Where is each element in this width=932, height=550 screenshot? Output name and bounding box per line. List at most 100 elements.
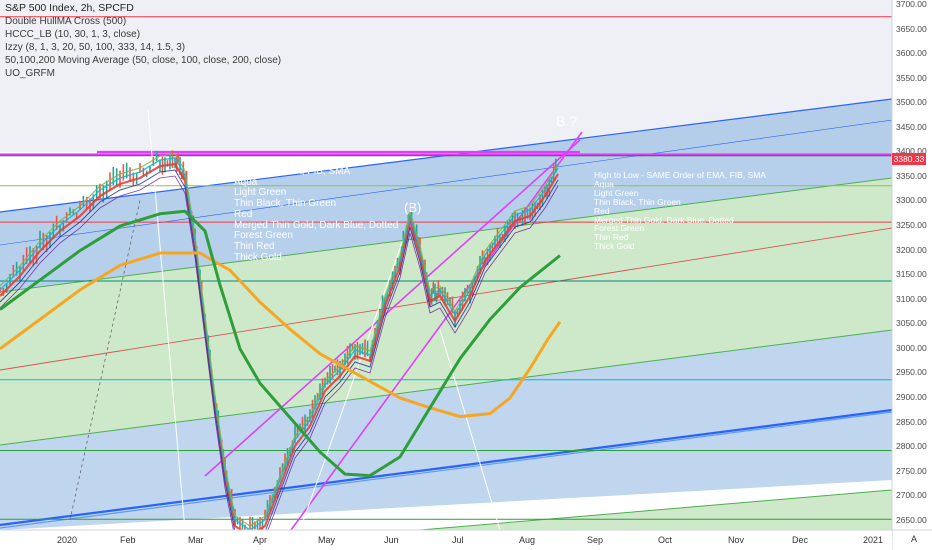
candle [152,157,155,166]
candle [306,416,309,427]
legend-indicator[interactable]: UO_GRFM [5,68,55,79]
annotation-line: Combo of EMA, FIB, SMA [234,166,351,177]
candle [109,172,111,191]
candle [177,153,180,163]
candle [149,166,151,174]
legend-indicator[interactable]: 50,100,200 Moving Average (50, close, 10… [5,55,282,66]
candle [182,161,185,180]
annotation-line: Thick Gold [594,241,635,252]
annotation-line: Thick Gold [234,251,282,263]
time-tick-label: Sep [587,535,604,545]
annotation-line: Forest Green [594,223,645,234]
price-tick-label: 3300.00 [896,195,927,206]
candle [366,340,369,356]
time-tick-label: 2021 [863,535,884,545]
candle [32,247,35,266]
auto-scale-button[interactable]: A [910,534,917,544]
candle [496,227,499,246]
candle [239,517,241,532]
indicator-line [0,162,559,538]
candle [336,359,339,376]
candle [437,280,440,298]
price-tick-label: 3600.00 [896,48,927,59]
moving-averages [0,153,562,549]
candle [62,220,65,232]
time-tick-label: Jul [452,535,464,545]
candle [301,416,304,434]
annotation-line: High to Low - SAME Order of EMA, FIB, SM… [594,170,766,180]
price-tick-label: 3000.00 [896,342,927,353]
candle [346,345,349,364]
price-tick-label: 3100.00 [896,293,927,304]
candle [491,242,494,253]
candle [432,281,435,294]
channel-line [0,329,893,446]
candle [254,521,256,530]
candle [142,167,145,177]
annotation-line: Thin Red [594,232,629,243]
price-tick-label: 3050.00 [896,318,927,329]
thick-gold-ma [0,251,562,419]
horizontal-levels [0,16,892,520]
candle [509,219,511,230]
wave-label-b-question: B ? [556,113,578,129]
candle [29,246,31,264]
legend-title[interactable]: S&P 500 Index, 2h, SPCFD [5,2,134,14]
candle [25,247,28,265]
candle [174,157,176,169]
legend-indicator[interactable]: Double HullMA Cross (500) [5,16,127,27]
candle [125,162,128,179]
price-tick-label: 2950.00 [896,367,927,378]
channel-line [0,119,893,246]
annotation-line: Merged Thin Gold, Dark Blue, Dotted [234,219,399,231]
candle [454,310,456,328]
candle [115,168,118,186]
candle [314,395,316,410]
channel-line [0,408,893,527]
candle [171,150,174,169]
forest-green-ma [0,209,561,478]
time-axis-bg [0,530,892,550]
candle [354,344,356,360]
price-tick-label: 2850.00 [896,416,927,427]
candle [331,364,334,379]
indicator-line [0,157,559,531]
trend-lines [69,109,583,546]
candle [489,243,491,261]
annotation-line: Thin Black, Thin Green [594,196,681,207]
price-tick-label: 2700.00 [896,490,927,501]
price-tick-label: 3650.00 [896,23,927,34]
annotation-line: Thin Red [234,240,275,252]
price-tick-label: 2750.00 [896,465,927,476]
channel-upper-fill [0,99,892,292]
price-tick-label: 3550.00 [896,72,927,83]
time-tick-label: Feb [120,535,136,545]
candle [294,425,296,444]
candle [241,518,244,537]
candle [389,281,391,297]
legend-indicator[interactable]: HCCC_LB (10, 30, 1, 3, close) [5,29,141,40]
candle [276,480,279,499]
annotation-line: Light Green [594,187,639,198]
price-tick-label: 3200.00 [896,244,927,255]
candle [474,276,476,285]
price-axis-bg [892,0,932,550]
wave-label-b: (B) [404,200,422,215]
last-price-tag: 3380.33 [892,153,926,165]
candle [334,365,336,373]
indicator-line [0,169,559,543]
candle [281,463,284,472]
candle [55,215,58,230]
candle [175,154,178,173]
candle [261,519,264,533]
candle [259,516,261,535]
candle [329,365,331,384]
legend-indicator[interactable]: Izzy (8, 1, 3, 20, 50, 100, 333, 14, 1.5… [5,42,186,53]
wedge-upper-line [204,139,581,477]
candle [12,264,15,278]
candle [105,180,108,199]
candle [451,296,454,314]
price-tick-label: 3250.00 [896,220,927,231]
